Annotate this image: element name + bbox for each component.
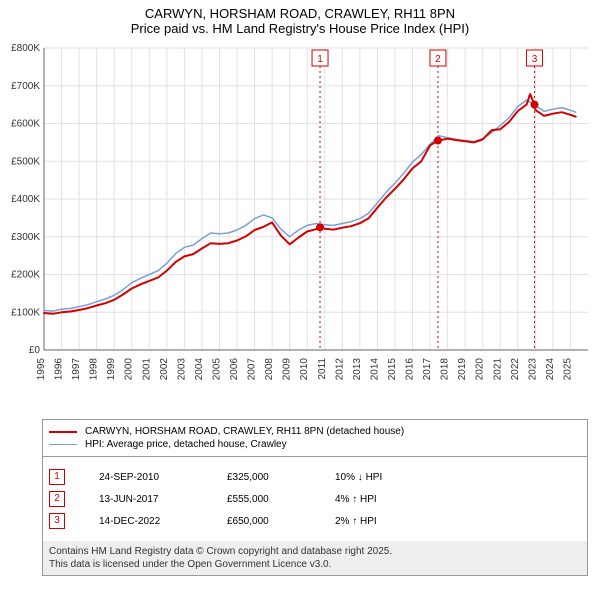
svg-text:£300K: £300K [11, 232, 40, 243]
sales-box: 1 24-SEP-2010 £325,000 10% ↓ HPI 2 13-JUN-201… [43, 457, 587, 541]
sale-row: 1 24-SEP-2010 £325,000 10% ↓ HPI [49, 469, 581, 485]
sale-delta: 2% ↑ HPI [335, 516, 377, 527]
svg-text:2000: 2000 [124, 358, 135, 381]
svg-text:£500K: £500K [11, 156, 40, 167]
sale-delta: 10% ↓ HPI [335, 472, 382, 483]
title-block: CARWYN, HORSHAM ROAD, CRAWLEY, RH11 8PN … [0, 0, 600, 40]
chart-svg: £0 £100K £200K £300K £400K £500K £600K £700K £80… [0, 40, 600, 415]
svg-text:2: 2 [435, 54, 441, 65]
legend-swatch [49, 431, 77, 433]
svg-text:2020: 2020 [475, 358, 486, 381]
svg-text:2006: 2006 [229, 358, 240, 381]
sale-date: 24-SEP-2010 [99, 472, 199, 483]
chart-area: £0 £100K £200K £300K £400K £500K £600K £700K £80… [0, 40, 600, 415]
svg-text:£200K: £200K [11, 270, 40, 281]
legend-row: CARWYN, HORSHAM ROAD, CRAWLEY, RH11 8PN … [49, 426, 581, 437]
sale-row: 3 14-DEC-2022 £650,000 2% ↑ HPI [49, 513, 581, 529]
title-line2: Price paid vs. HM Land Registry's House … [4, 21, 596, 36]
svg-text:1996: 1996 [54, 358, 65, 381]
sale-delta: 4% ↑ HPI [335, 494, 377, 505]
attribution-line1: Contains HM Land Registry data © Crown c… [49, 545, 581, 558]
legend-footer: CARWYN, HORSHAM ROAD, CRAWLEY, RH11 8PN … [42, 419, 588, 576]
sale-price: £555,000 [227, 494, 307, 505]
svg-text:2021: 2021 [492, 358, 503, 381]
svg-text:2009: 2009 [282, 358, 293, 381]
svg-text:2014: 2014 [369, 358, 380, 381]
sale-date: 13-JUN-2017 [99, 494, 199, 505]
sale-marker: 3 [49, 513, 65, 529]
page-container: CARWYN, HORSHAM ROAD, CRAWLEY, RH11 8PN … [0, 0, 600, 576]
svg-text:2025: 2025 [562, 358, 573, 381]
svg-text:2003: 2003 [176, 358, 187, 381]
sale-row: 2 13-JUN-2017 £555,000 4% ↑ HPI [49, 491, 581, 507]
legend-box: CARWYN, HORSHAM ROAD, CRAWLEY, RH11 8PN … [43, 420, 587, 457]
svg-text:2018: 2018 [440, 358, 451, 381]
svg-text:2024: 2024 [545, 358, 556, 381]
svg-text:2012: 2012 [334, 358, 345, 381]
sale-price: £325,000 [227, 472, 307, 483]
svg-text:£100K: £100K [11, 307, 40, 318]
svg-text:2002: 2002 [159, 358, 170, 381]
svg-text:2011: 2011 [317, 358, 328, 380]
svg-text:2016: 2016 [405, 358, 416, 381]
sale-date: 14-DEC-2022 [99, 516, 199, 527]
svg-text:3: 3 [532, 54, 538, 65]
svg-text:2015: 2015 [387, 358, 398, 381]
sale-price: £650,000 [227, 516, 307, 527]
svg-text:1998: 1998 [89, 358, 100, 381]
svg-text:2019: 2019 [457, 358, 468, 381]
svg-text:2013: 2013 [352, 358, 363, 381]
title-line1: CARWYN, HORSHAM ROAD, CRAWLEY, RH11 8PN [4, 6, 596, 21]
legend-label: CARWYN, HORSHAM ROAD, CRAWLEY, RH11 8PN … [85, 426, 404, 437]
sale-marker: 1 [49, 469, 65, 485]
svg-text:£0: £0 [29, 345, 41, 356]
svg-text:2001: 2001 [141, 358, 152, 381]
legend-label: HPI: Average price, detached house, Craw… [85, 439, 287, 450]
sale-marker: 2 [49, 491, 65, 507]
attribution-line2: This data is licensed under the Open Gov… [49, 558, 581, 571]
svg-text:£700K: £700K [11, 81, 40, 92]
svg-text:2022: 2022 [510, 358, 521, 381]
svg-text:2005: 2005 [211, 358, 222, 381]
legend-swatch [49, 444, 77, 445]
svg-text:£600K: £600K [11, 119, 40, 130]
svg-text:2017: 2017 [422, 358, 433, 381]
legend-row: HPI: Average price, detached house, Craw… [49, 439, 581, 450]
svg-text:2007: 2007 [247, 358, 258, 381]
svg-text:£800K: £800K [11, 43, 40, 54]
svg-text:2004: 2004 [194, 358, 205, 381]
attribution-box: Contains HM Land Registry data © Crown c… [43, 541, 587, 575]
svg-text:1: 1 [317, 54, 323, 65]
svg-text:2023: 2023 [527, 358, 538, 381]
svg-text:1999: 1999 [106, 358, 117, 381]
svg-text:2010: 2010 [299, 358, 310, 381]
svg-text:£400K: £400K [11, 194, 40, 205]
svg-text:1997: 1997 [71, 358, 82, 381]
svg-text:2008: 2008 [264, 358, 275, 381]
svg-text:1995: 1995 [36, 358, 47, 381]
